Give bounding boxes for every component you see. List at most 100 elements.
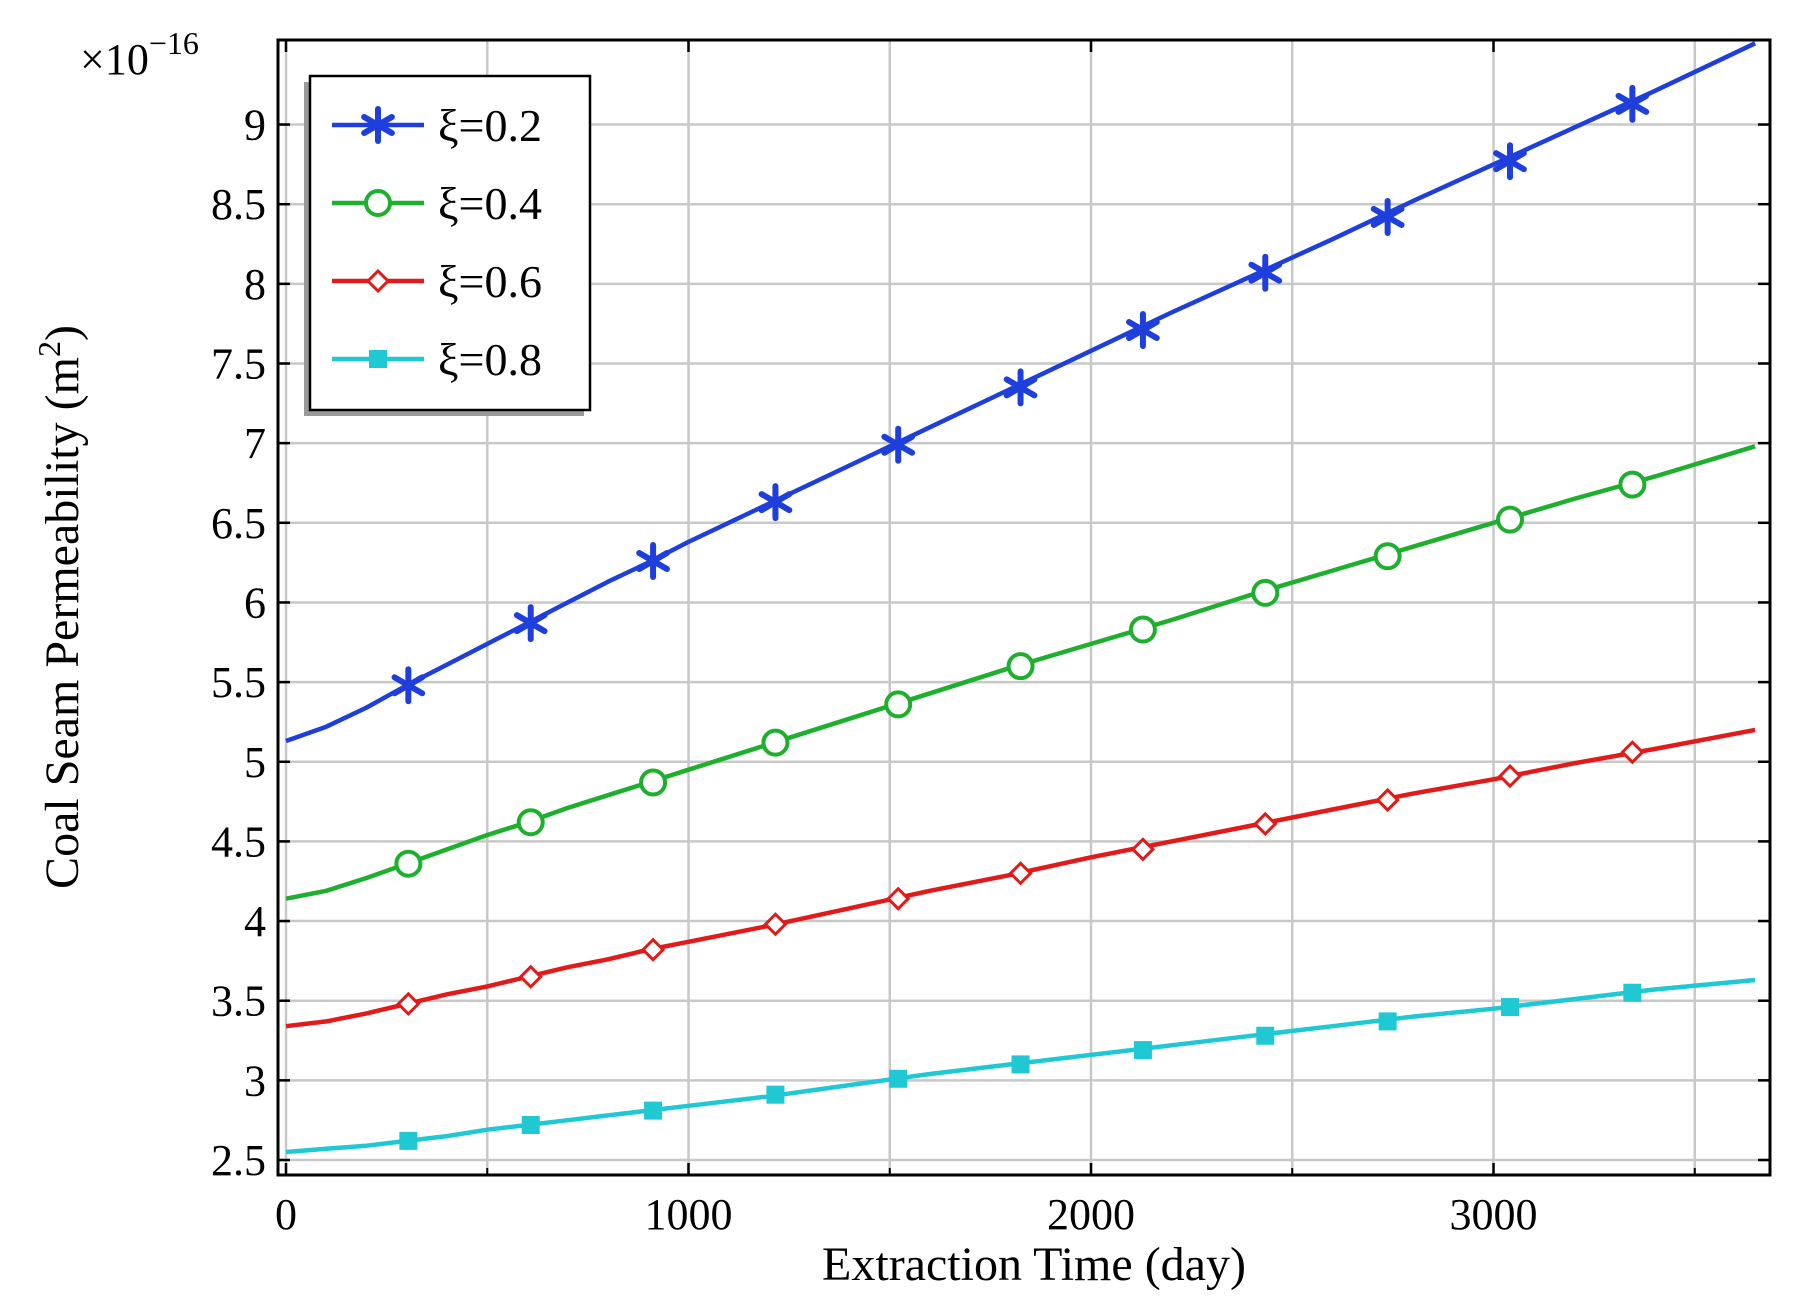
circle-marker: [1128, 615, 1157, 644]
legend-item: ξ=0.6: [332, 256, 542, 307]
data-point: [391, 666, 426, 705]
data-point: [361, 106, 395, 144]
x-tick-label: 0: [275, 1190, 297, 1239]
series-asterisk: [285, 41, 1757, 744]
x-tick-label: 3000: [1450, 1190, 1538, 1239]
x-tick-label: 1000: [645, 1190, 733, 1239]
asterisk-stroke: [513, 612, 548, 635]
circle-marker: [394, 849, 423, 878]
data-point: [886, 886, 911, 911]
circle-marker: [364, 189, 392, 217]
asterisk-stroke: [1615, 92, 1650, 115]
asterisk-stroke: [1126, 319, 1160, 342]
data-point: [636, 542, 670, 581]
y-tick-label: 4.5: [211, 817, 266, 866]
data-point: [1493, 142, 1527, 181]
y-multiplier: ×10−16: [80, 25, 199, 84]
square-marker: [889, 1069, 908, 1088]
data-point: [396, 991, 421, 1017]
plot-frame: [276, 38, 1772, 1177]
data-point: [758, 483, 793, 522]
circle-marker: [1496, 505, 1525, 534]
series-layer: [285, 41, 1757, 1155]
diamond-marker: [763, 912, 788, 937]
square-marker: [766, 1085, 785, 1104]
y-tick-label: 6: [244, 578, 266, 627]
square-marker: [1623, 983, 1642, 1002]
asterisk-stroke: [391, 674, 426, 697]
circle-marker: [639, 768, 668, 797]
diamond-marker: [1130, 837, 1156, 862]
legend: ξ=0.2 ξ=0.4 ξ=0.6 ξ=0.8: [304, 74, 592, 416]
series-line: [285, 41, 1757, 744]
y-axis-title-main: Coal Seam Permeability (m: [36, 357, 89, 889]
data-point: [644, 1101, 663, 1120]
square-marker: [399, 1131, 418, 1150]
y-tick-label: 6.5: [211, 499, 266, 548]
data-point: [1256, 1026, 1275, 1045]
data-point: [1133, 1041, 1152, 1060]
data-point: [1011, 1055, 1030, 1074]
series-diamond: [285, 727, 1756, 1029]
diamond-marker: [1008, 861, 1033, 886]
legend-item: ξ=0.4: [332, 178, 542, 229]
data-point: [1008, 861, 1033, 886]
legend-item: ξ=0.2: [332, 100, 542, 151]
asterisk-stroke: [1248, 261, 1283, 284]
data-point: [518, 964, 543, 989]
series-line: [285, 727, 1756, 1029]
diamond-marker: [396, 991, 421, 1017]
data-point: [1496, 505, 1525, 534]
asterisk-stroke: [361, 114, 395, 136]
circle-marker: [1006, 652, 1035, 681]
data-point: [365, 268, 391, 294]
y-tick-label: 5.5: [211, 658, 266, 707]
data-point: [513, 604, 548, 643]
circle-marker: [761, 728, 790, 757]
y-axis-title-close: ): [36, 325, 89, 341]
data-point: [884, 690, 913, 719]
data-point: [639, 768, 668, 797]
series-circle: [285, 444, 1756, 901]
data-point: [1623, 983, 1642, 1002]
y-tick-label: 8.5: [211, 180, 266, 229]
y-axis-title-sup: 2: [31, 341, 67, 357]
data-point: [1253, 811, 1278, 836]
y-axis-title: Coal Seam Permeability (m2): [31, 325, 89, 889]
data-point: [1130, 837, 1156, 862]
legend-label: ξ=0.2: [438, 100, 542, 151]
y-tick-label: 3.5: [211, 977, 266, 1026]
circle-marker: [1251, 578, 1280, 607]
legend-label: ξ=0.4: [438, 178, 542, 229]
asterisk-stroke: [1370, 205, 1405, 228]
square-marker: [1256, 1026, 1275, 1045]
y-tick-label: 5: [244, 738, 266, 787]
data-point: [1003, 368, 1038, 407]
diamond-marker: [1375, 787, 1400, 813]
y-multiplier-exponent: −16: [149, 25, 199, 61]
grid: [278, 40, 1770, 1175]
data-point: [1618, 470, 1647, 499]
square-marker: [1133, 1041, 1152, 1060]
diamond-marker: [640, 937, 666, 962]
asterisk-stroke: [758, 491, 793, 514]
data-point: [364, 189, 392, 217]
y-tick-label: 9: [244, 101, 266, 150]
circle-marker: [884, 690, 913, 719]
x-axis-title: Extraction Time (day): [822, 1238, 1246, 1291]
data-point: [1128, 615, 1157, 644]
data-point: [1620, 740, 1645, 765]
legend-label: ξ=0.8: [438, 334, 542, 385]
diamond-marker: [1620, 740, 1645, 765]
circle-marker: [516, 808, 545, 837]
data-point: [399, 1131, 418, 1150]
data-point: [1373, 542, 1402, 571]
data-point: [761, 728, 790, 757]
legend-item: ξ=0.8: [332, 334, 542, 385]
asterisk-stroke: [636, 550, 670, 573]
y-tick-label: 4: [244, 897, 266, 946]
y-tick-label: 7: [244, 419, 266, 468]
data-point: [763, 912, 788, 937]
square-marker: [1501, 998, 1520, 1017]
data-point: [766, 1085, 785, 1104]
